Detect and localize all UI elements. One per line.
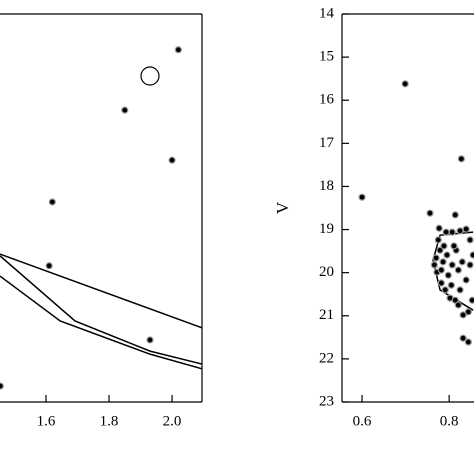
y-tick-label: 22 (319, 350, 334, 366)
star-point (440, 242, 448, 250)
star-point (464, 308, 472, 316)
star-point (430, 261, 438, 269)
isochrone (0, 275, 203, 370)
star-point (444, 271, 452, 279)
star-point (48, 198, 56, 206)
star-point (435, 224, 443, 232)
star-point (426, 209, 434, 217)
star-point (464, 338, 472, 346)
star-point (434, 236, 442, 244)
x-tick-label: 1.8 (100, 413, 119, 429)
star-point (0, 382, 4, 390)
y-tick-label: 15 (319, 49, 334, 65)
x-tick-label: 2.0 (163, 413, 182, 429)
star-point (469, 251, 474, 259)
star-point (441, 286, 449, 294)
star-point (466, 261, 474, 269)
y-tick-label: 19 (319, 221, 334, 237)
y-tick-label: 20 (319, 264, 334, 280)
star-point (459, 311, 467, 319)
star-point (466, 236, 474, 244)
star-point (432, 254, 440, 262)
isochrone (0, 255, 203, 365)
y-axis-label: V (273, 201, 292, 214)
star-point (454, 301, 462, 309)
star-point (448, 261, 456, 269)
star-point (437, 279, 445, 287)
star-point (401, 80, 409, 88)
y-tick-label: 21 (319, 307, 334, 323)
star-point (451, 211, 459, 219)
star-point (121, 106, 129, 114)
star-point (174, 46, 182, 54)
y-tick-label: 17 (319, 135, 335, 151)
star-point (457, 155, 465, 163)
star-point (437, 266, 445, 274)
star-point (45, 262, 53, 270)
star-point (443, 251, 451, 259)
y-tick-label: 14 (319, 5, 335, 21)
star-point (458, 258, 466, 266)
highlight-ring (140, 66, 160, 86)
star-point (448, 228, 456, 236)
star-point (358, 193, 366, 201)
star-point (456, 227, 464, 235)
star-point (454, 266, 462, 274)
x-tick-label: 1.6 (37, 413, 56, 429)
star-point (447, 281, 455, 289)
star-point (442, 228, 450, 236)
x-tick-label: 0.8 (440, 413, 459, 429)
star-point (462, 276, 470, 284)
star-point (456, 286, 464, 294)
star-point (436, 246, 444, 254)
star-point (450, 242, 458, 250)
y-tick-label: 23 (319, 393, 334, 409)
y-tick-label: 18 (319, 178, 334, 194)
star-point (168, 156, 176, 164)
star-point (146, 336, 154, 344)
x-tick-label: 0.6 (353, 413, 372, 429)
star-point (468, 296, 474, 304)
isochrone (0, 253, 203, 329)
star-point (462, 225, 470, 233)
star-point (439, 258, 447, 266)
y-tick-label: 16 (319, 92, 335, 108)
star-point (459, 334, 467, 342)
